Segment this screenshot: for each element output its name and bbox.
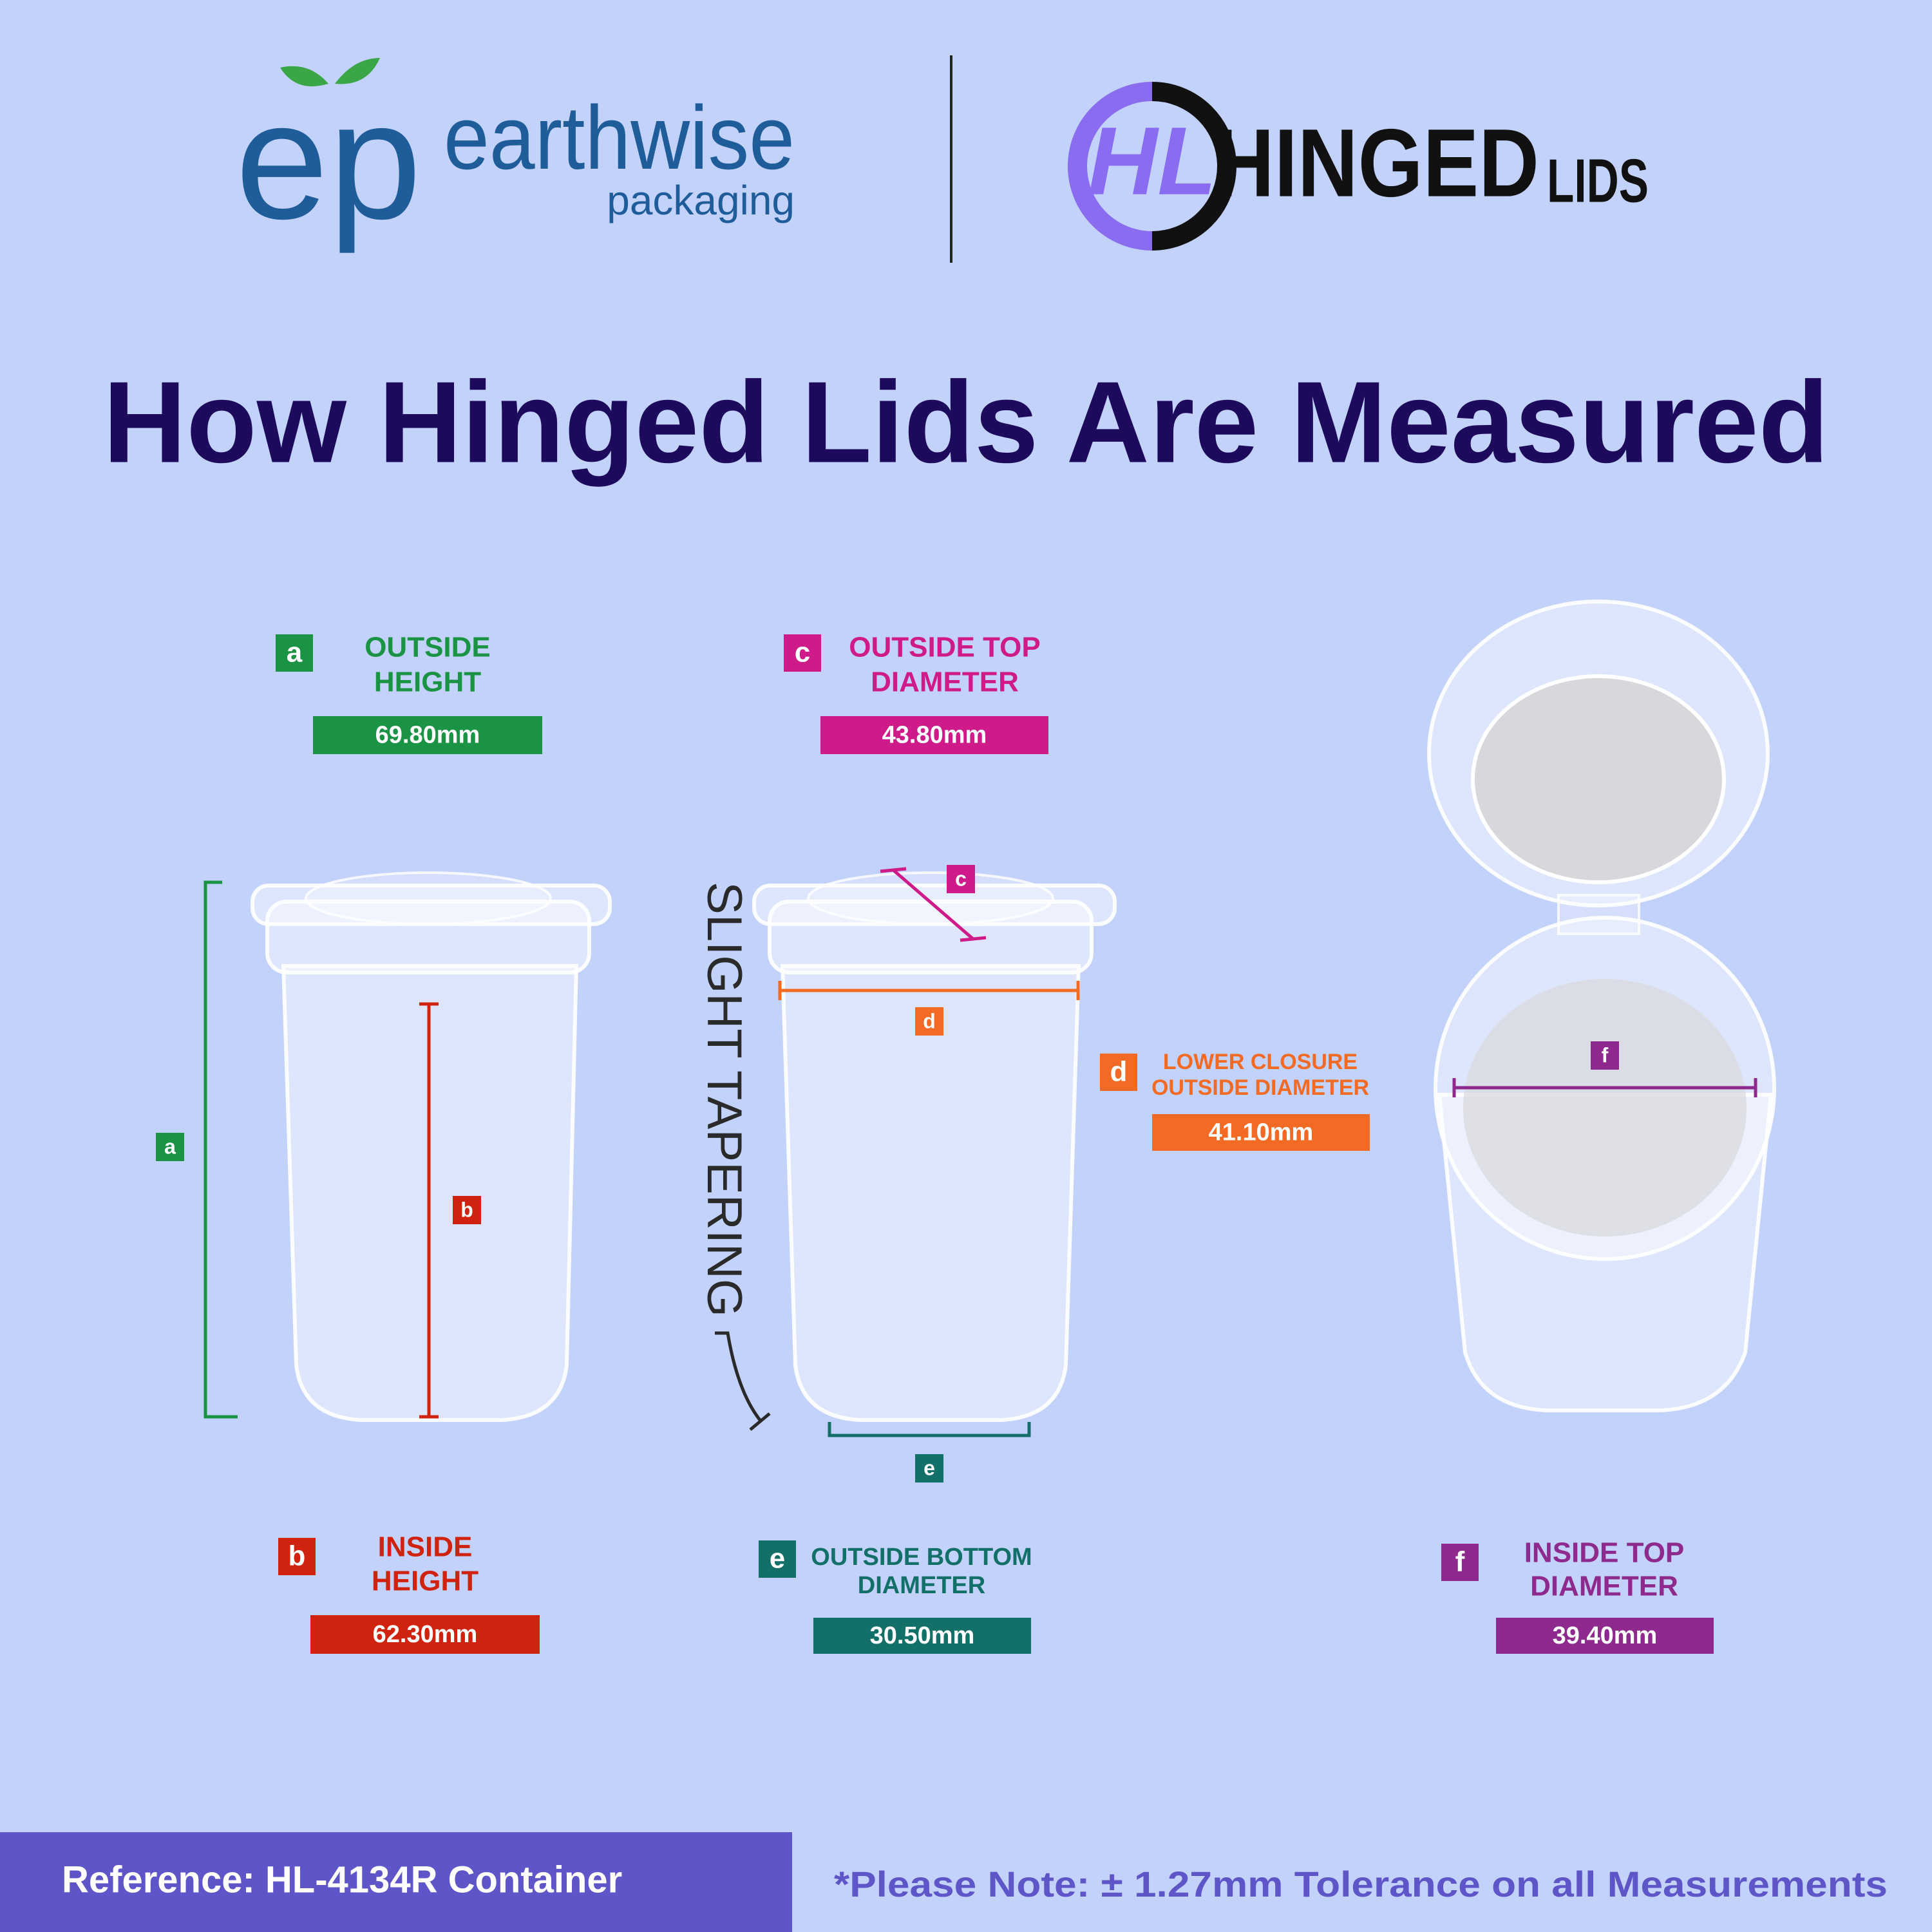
value: 69.80mm [375,722,480,749]
marker-letter: b [460,1198,473,1221]
logo-ring [1151,82,1236,251]
label: OUTSIDE TOP [849,632,1040,663]
logo-mark: HL [1088,107,1217,215]
letter: a [287,637,303,668]
letter: b [289,1540,306,1572]
letter-box [1100,1054,1137,1091]
marker-box [915,1007,943,1036]
label: DIAMETER [858,1572,985,1599]
label: DIAMETER [871,667,1019,698]
letter-box [278,1538,316,1575]
measure-line [1452,1078,1757,1097]
taper-arrow [715,1331,771,1431]
marker-box [947,865,975,893]
value: 30.50mm [870,1622,975,1649]
letter-box [1441,1544,1479,1581]
title: How Hinged Lids Are Measured [103,358,1829,488]
marker-letter: a [164,1135,176,1158]
container-closed [251,871,612,1422]
label: HEIGHT [374,667,481,698]
marker-letter: d [923,1009,936,1032]
value-bar [310,1615,540,1654]
marker-box [156,1133,184,1161]
value: 62.30mm [373,1621,478,1648]
marker-letter: e [923,1456,935,1479]
label: HEIGHT [372,1566,478,1597]
logo-mark: ep [235,68,421,255]
measure-line [778,981,1080,1000]
container-open [1427,600,1776,1412]
annotation: SLIGHT TAPERING [697,882,752,1317]
label: OUTSIDE [365,632,491,663]
label: LOWER CLOSURE [1163,1050,1358,1074]
note: *Please Note: ± 1.27mm Tolerance on all … [834,1864,1888,1904]
marker-box [915,1454,943,1482]
letter: c [795,637,810,668]
value-bar [813,1618,1031,1654]
marker-letter: f [1602,1043,1609,1066]
logo-name: earthwise [444,87,795,188]
measure-line [204,880,238,1419]
value-bar [1152,1114,1370,1151]
letter-box [759,1540,796,1578]
label: INSIDE [378,1531,473,1563]
container-closed [752,871,1117,1422]
leaf [280,66,328,87]
label: INSIDE TOP [1524,1537,1685,1569]
logo-ring [1068,82,1153,251]
letter: e [770,1543,785,1575]
value: 43.80mm [882,722,987,749]
letter-box [276,634,313,672]
label: DIAMETER [1530,1571,1678,1602]
logo-name: HINGED [1214,109,1539,217]
reference: Reference: HL-4134R Container [62,1859,622,1900]
value-bar [313,716,542,754]
letter: f [1455,1546,1465,1578]
value-bar [1496,1618,1714,1654]
earthwise-logo: ep earthwise packaging [235,58,795,255]
measure-line [880,867,987,942]
marker-box [453,1196,481,1224]
value-bar [820,716,1048,754]
letter-box [784,634,821,672]
leaf [335,58,380,84]
logo-suffix: LIDS [1547,146,1649,215]
logo-tagline: packaging [607,177,795,223]
reference-box [0,1832,792,1932]
marker-box [1591,1041,1619,1070]
label: OUTSIDE DIAMETER [1151,1075,1369,1100]
letter: d [1110,1056,1128,1088]
measure-line [828,1422,1031,1437]
value: 39.40mm [1553,1622,1658,1649]
marker-letter: c [955,867,967,890]
label: OUTSIDE BOTTOM [811,1544,1032,1571]
hinged-logo: HL HINGED LIDS [1068,82,1649,251]
measure-line [419,1002,439,1419]
value: 41.10mm [1209,1119,1314,1146]
